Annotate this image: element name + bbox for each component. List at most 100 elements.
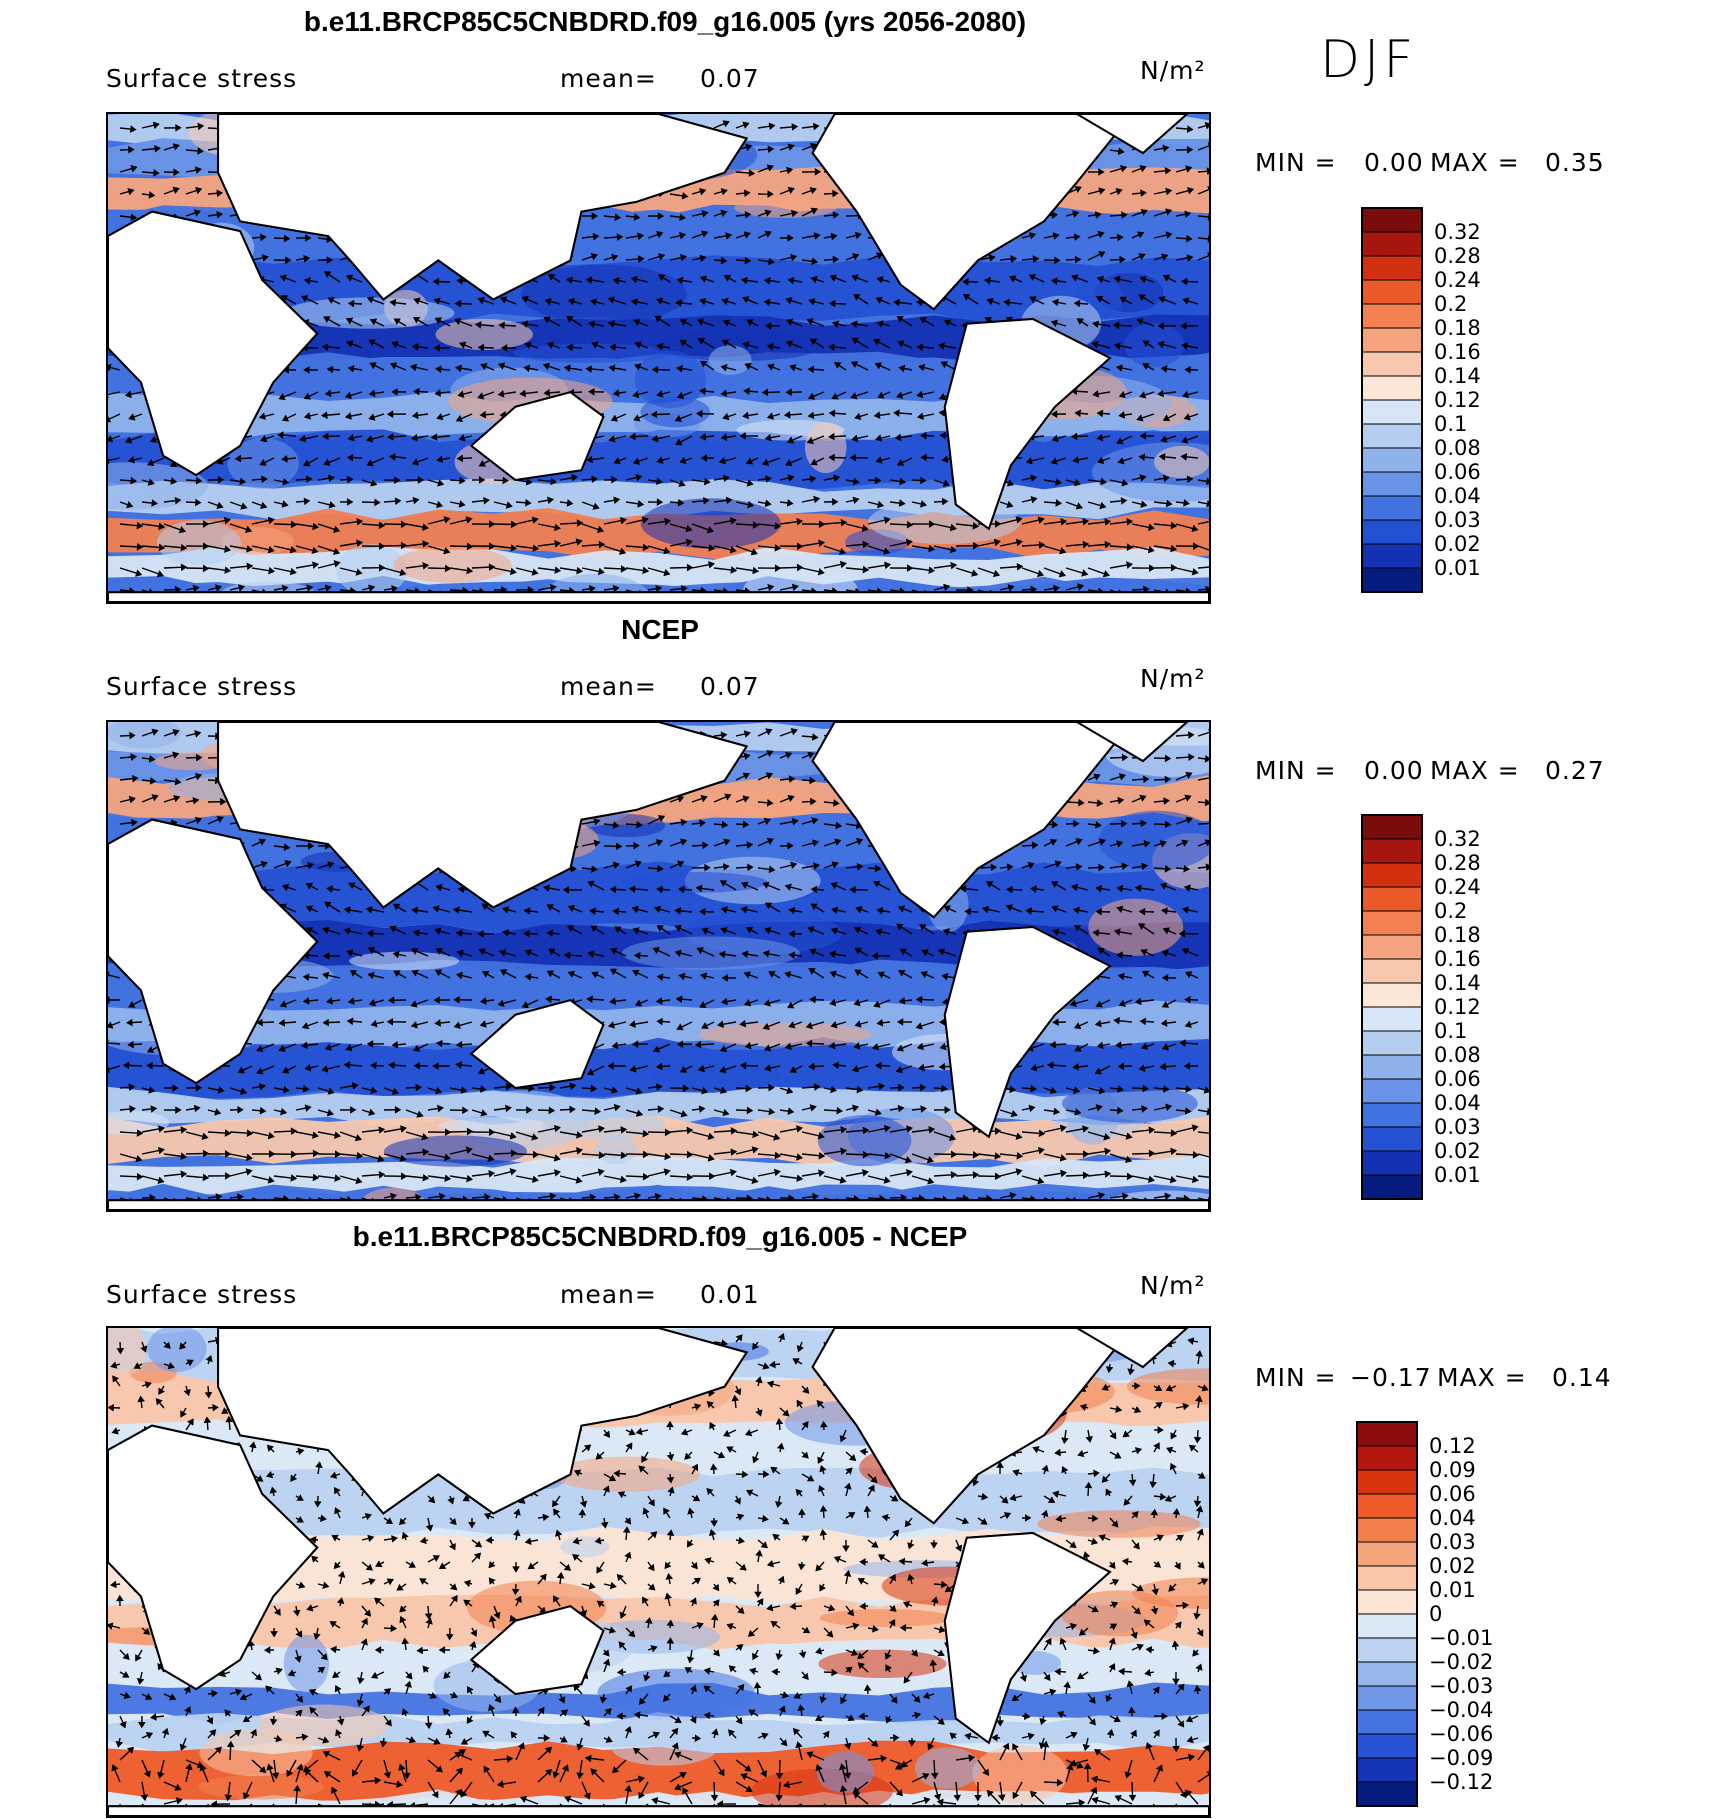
panel-3-units: N/m² (1140, 1271, 1206, 1300)
panel-1-map (106, 112, 1211, 604)
colorbar-swatch (1361, 1078, 1423, 1104)
colorbar-swatch (1361, 327, 1423, 353)
colorbar-swatch (1356, 1421, 1418, 1447)
colorbar-tick-label: 0.32 (1434, 827, 1481, 851)
colorbar-swatch (1356, 1469, 1418, 1495)
colorbar-tick-label: 0.18 (1434, 923, 1481, 947)
colorbar-swatch (1361, 423, 1423, 449)
colorbar-tick-label: 0.09 (1429, 1458, 1476, 1482)
colorbar-tick-label: 0.1 (1434, 412, 1467, 436)
colorbar-tick-label: −0.03 (1429, 1674, 1493, 1698)
colorbar-swatch (1361, 934, 1423, 960)
colorbar-swatch (1356, 1709, 1418, 1735)
colorbar-swatch (1356, 1781, 1418, 1807)
panel-1-colorbar: 0.32 0.28 0.24 0.2 0.18 0.16 0.14 0.12 0.1 0.08 0.… (1360, 207, 1520, 598)
panel-2-max-label: MAX = (1430, 756, 1520, 785)
colorbar-tick-label: 0.24 (1434, 268, 1481, 292)
colorbar-swatch (1361, 1174, 1423, 1200)
colorbar-swatch (1361, 958, 1423, 984)
colorbar-tick-label: 0.02 (1434, 1139, 1481, 1163)
colorbar-swatch (1361, 255, 1423, 281)
panel-2-colorbar: 0.32 0.28 0.24 0.2 0.18 0.16 0.14 0.12 0.1 0.08 0.… (1360, 814, 1520, 1205)
colorbar-tick-label: 0.32 (1434, 220, 1481, 244)
panel-3-title: b.e11.BRCP85C5CNBDRD.f09_g16.005 - NCEP (352, 1221, 968, 1252)
colorbar-swatch (1361, 399, 1423, 425)
colorbar-swatch (1356, 1493, 1418, 1519)
panel-1-max-value: 0.35 (1545, 148, 1605, 177)
colorbar-swatch (1361, 1006, 1423, 1032)
season-label: DJF (1320, 30, 1418, 90)
colorbar-tick-label: −0.12 (1429, 1770, 1493, 1794)
panel-1-max-label: MAX = (1430, 148, 1520, 177)
panel-1-title: b.e11.BRCP85C5CNBDRD.f09_g16.005 (yrs 20… (303, 6, 1027, 37)
colorbar-swatch (1356, 1589, 1418, 1615)
panel-3-max-value: 0.14 (1552, 1363, 1612, 1392)
panel-3-map (106, 1326, 1211, 1818)
colorbar-tick-label: −0.06 (1429, 1722, 1493, 1746)
panel-3-min-value: −0.17 (1350, 1363, 1432, 1392)
panel-2-max-value: 0.27 (1545, 756, 1605, 785)
panel-1-min-label: MIN = (1255, 148, 1337, 177)
colorbar-swatch (1361, 814, 1423, 840)
panel-3-mean-label: mean= (560, 1280, 657, 1309)
colorbar-swatch (1361, 471, 1423, 497)
colorbar-tick-label: 0 (1429, 1602, 1442, 1626)
colorbar-tick-label: 0.24 (1434, 875, 1481, 899)
colorbar-tick-label: 0.16 (1434, 947, 1481, 971)
colorbar-swatch (1361, 886, 1423, 912)
colorbar-swatch (1361, 1054, 1423, 1080)
colorbar-swatch (1361, 351, 1423, 377)
colorbar-tick-label: −0.09 (1429, 1746, 1493, 1770)
panel-3-colorbar: 0.12 0.09 0.06 0.04 0.03 0.02 0.01 0 −0.01 −0.02−… (1355, 1421, 1530, 1812)
colorbar-swatch (1356, 1733, 1418, 1759)
colorbar-swatch (1356, 1565, 1418, 1591)
colorbar-tick-label: 0.14 (1434, 971, 1481, 995)
panel-2-min-value: 0.00 (1364, 756, 1424, 785)
colorbar-swatch (1361, 1030, 1423, 1056)
panel-2-mean-value: 0.07 (700, 672, 760, 701)
colorbar-swatch (1356, 1661, 1418, 1687)
colorbar-tick-label: −0.01 (1429, 1626, 1493, 1650)
panel-3-variable: Surface stress (106, 1280, 298, 1309)
panel-2-variable: Surface stress (106, 672, 298, 701)
colorbar-tick-label: 0.02 (1429, 1554, 1476, 1578)
panel-3-mean-value: 0.01 (700, 1280, 760, 1309)
colorbar-swatch (1361, 982, 1423, 1008)
panel-1-mean-value: 0.07 (700, 64, 760, 93)
colorbar-swatch (1361, 207, 1423, 233)
colorbar-swatch (1356, 1757, 1418, 1783)
colorbar-swatch (1361, 838, 1423, 864)
colorbar-swatch (1356, 1541, 1418, 1567)
panel-1-variable: Surface stress (106, 64, 298, 93)
colorbar-tick-label: 0.2 (1434, 899, 1467, 923)
colorbar-swatch (1361, 862, 1423, 888)
colorbar-tick-label: 0.12 (1429, 1434, 1476, 1458)
panel-3-max-label: MAX = (1437, 1363, 1527, 1392)
panel-2-mean-label: mean= (560, 672, 657, 701)
colorbar-tick-label: 0.04 (1429, 1506, 1476, 1530)
colorbar-swatch (1361, 231, 1423, 257)
colorbar-tick-label: 0.28 (1434, 851, 1481, 875)
colorbar-tick-label: 0.16 (1434, 340, 1481, 364)
colorbar-tick-label: 0.12 (1434, 388, 1481, 412)
colorbar-swatch (1356, 1613, 1418, 1639)
colorbar-tick-label: 0.03 (1434, 1115, 1481, 1139)
colorbar-tick-label: 0.12 (1434, 995, 1481, 1019)
colorbar-swatch (1361, 495, 1423, 521)
colorbar-tick-label: 0.01 (1434, 1163, 1481, 1187)
panel-2-min-label: MIN = (1255, 756, 1337, 785)
panel-1-units: N/m² (1140, 56, 1206, 85)
colorbar-swatch (1356, 1445, 1418, 1471)
colorbar-swatch (1356, 1685, 1418, 1711)
colorbar-swatch (1361, 1126, 1423, 1152)
colorbar-tick-label: 0.14 (1434, 364, 1481, 388)
colorbar-tick-label: 0.08 (1434, 1043, 1481, 1067)
colorbar-swatch (1361, 543, 1423, 569)
colorbar-swatch (1361, 567, 1423, 593)
colorbar-swatch (1361, 279, 1423, 305)
panel-1-min-value: 0.00 (1364, 148, 1424, 177)
colorbar-swatch (1361, 375, 1423, 401)
colorbar-tick-label: 0.04 (1434, 484, 1481, 508)
colorbar-tick-label: −0.04 (1429, 1698, 1493, 1722)
panel-2-title: NCEP (621, 614, 699, 645)
